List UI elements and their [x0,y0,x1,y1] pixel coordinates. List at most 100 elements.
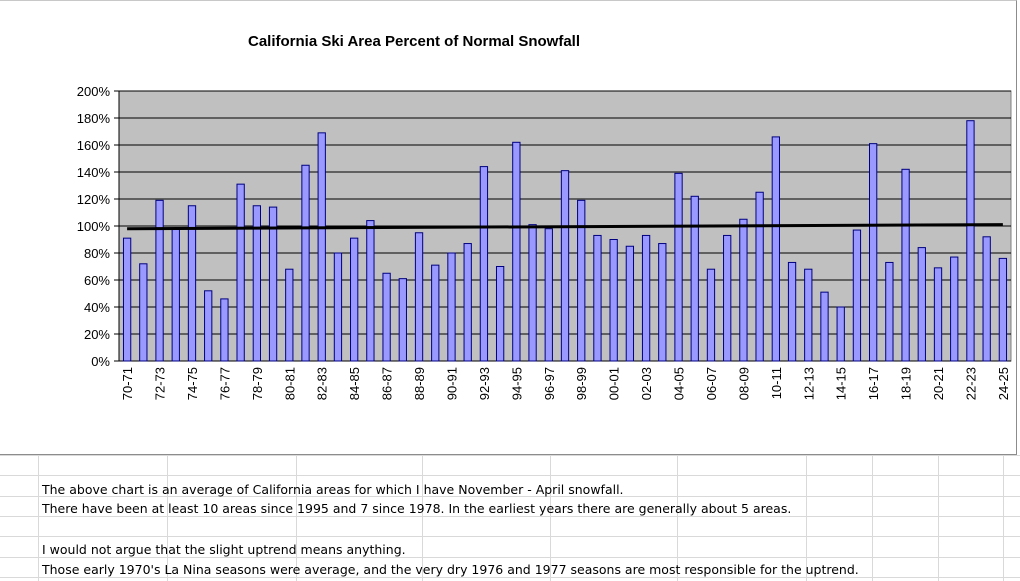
x-tick-label: 04-05 [672,367,687,400]
sheet-column-divider [872,455,873,581]
spreadsheet-area: The above chart is an average of Califor… [0,455,1020,581]
bar [625,245,635,362]
x-tick-label: 92-93 [477,367,492,400]
sheet-column-divider [38,455,39,581]
x-tick-label: 80-81 [282,367,297,400]
bar [512,141,521,362]
x-tick-label: 90-91 [444,367,459,400]
bar [820,291,829,362]
bar [220,298,229,362]
x-tick-label: 06-07 [704,367,719,400]
sheet-column-divider [1003,455,1004,581]
bar [723,234,732,362]
bar [171,228,180,362]
x-tick-label: 10-11 [769,367,784,399]
x-tick-label: 18-19 [899,367,914,400]
bar [414,232,424,362]
x-tick-label: 96-97 [542,367,557,400]
bar [495,266,505,362]
bar [577,199,586,362]
bar [139,263,148,362]
bar [544,228,553,362]
bar [901,168,910,362]
bar [382,272,391,362]
bar [187,205,197,362]
note-line-1: The above chart is an average of Califor… [42,482,624,497]
bar [674,172,683,362]
bar [885,261,894,362]
x-tick-label: 70-71 [120,367,135,400]
bar [966,120,975,362]
x-tick-label: 08-09 [736,367,751,400]
bar [593,234,602,362]
x-tick-label: 94-95 [509,367,524,400]
sheet-column-divider [677,455,678,581]
y-tick-label: 100% [77,219,111,234]
x-tick-label: 00-01 [607,367,622,400]
sheet-row-divider [0,496,1020,497]
x-tick-label: 84-85 [347,367,362,400]
bar [122,237,132,362]
bar [868,143,878,362]
y-tick-label: 160% [77,138,111,153]
sheet-row-divider [0,475,1020,476]
bar [463,243,472,362]
sheet-row-divider [0,557,1020,558]
bar [933,267,943,362]
bar [739,218,748,362]
bar [479,166,489,362]
bar [317,132,326,362]
bar [252,205,262,362]
x-tick-label: 20-21 [931,367,946,400]
x-tick-label: 12-13 [801,367,816,400]
note-line-2: There have been at least 10 areas since … [42,501,792,516]
y-tick-label: 200% [77,84,111,99]
trendline [127,223,1003,231]
bar [706,268,716,362]
bar [917,247,926,362]
sheet-row-divider [0,516,1020,517]
x-tick-label: 02-03 [639,367,654,400]
chart-title: California Ski Area Percent of Normal Sn… [248,33,580,50]
x-tick-label: 16-17 [866,367,881,400]
bar [771,136,780,362]
x-tick-label: 78-79 [250,367,265,400]
sheet-column-divider [422,455,423,581]
bar [950,256,959,362]
x-tick-label: 86-87 [380,367,395,400]
bar [852,229,862,362]
note-line-4: Those early 1970's La Nina seasons were … [42,562,859,577]
x-tick-label: 72-73 [153,367,168,400]
chart-frame: California Ski Area Percent of Normal Sn… [0,0,1017,455]
x-tick-label: 24-25 [996,367,1011,400]
y-tick-label: 0% [91,354,110,369]
y-tick-label: 80% [84,246,110,261]
y-tick-label: 120% [77,192,111,207]
bar [982,236,991,362]
sheet-column-divider [296,455,297,581]
bar [836,306,845,362]
bar [658,243,667,362]
bar [155,199,164,362]
x-tick-label: 98-99 [574,367,589,400]
snowfall-chart: California Ski Area Percent of Normal Sn… [77,33,1012,400]
bar [998,257,1008,362]
x-tick-label: 88-89 [412,367,427,400]
sheet-column-divider [550,455,551,581]
bar [804,268,813,362]
bar [560,170,570,362]
bar [787,261,797,362]
y-tick-label: 60% [84,273,110,288]
sheet-column-divider [806,455,807,581]
x-tick-label: 74-75 [185,367,200,400]
bar [431,264,440,362]
bar [350,237,359,362]
note-line-3: I would not argue that the slight uptren… [42,542,406,557]
bar [236,183,245,362]
sheet-row-divider [0,455,1020,456]
y-tick-label: 40% [84,300,110,315]
bar [268,206,278,362]
y-tick-label: 20% [84,327,110,342]
bar [641,234,651,362]
y-tick-label: 180% [77,111,111,126]
